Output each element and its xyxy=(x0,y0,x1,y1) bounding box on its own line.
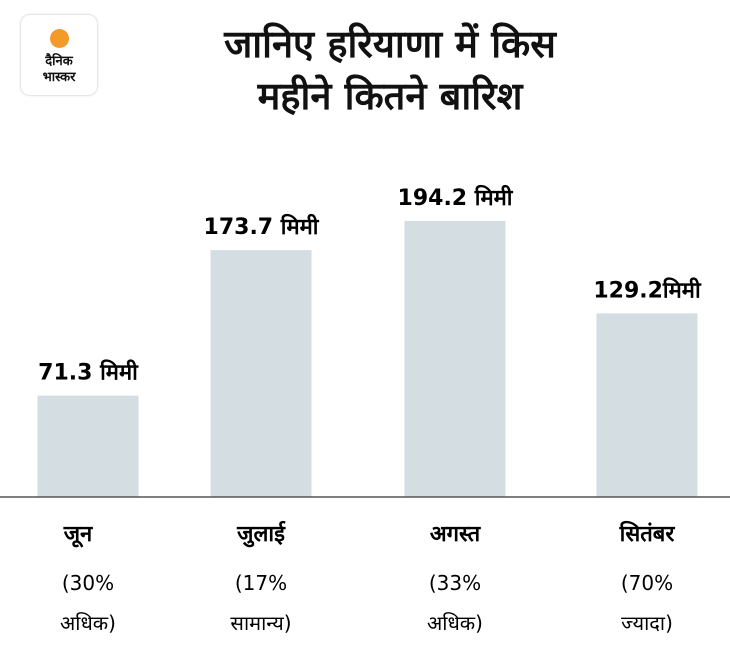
note-line1: (33% xyxy=(429,571,481,595)
bar xyxy=(404,221,506,497)
note-line1: (70% xyxy=(621,571,673,595)
dainik-bhaskar-logo: दैनिक भास्कर xyxy=(20,14,98,96)
note-line1: (30% xyxy=(62,571,114,595)
note-line2: अधिक) xyxy=(60,611,116,635)
title-line2: महीने कितने बारिश xyxy=(257,74,523,118)
logo-line1: दैनिक xyxy=(45,54,73,69)
bar xyxy=(596,313,698,497)
value-label: 194.2 मिमी xyxy=(398,184,514,211)
category-label: अगस्त xyxy=(430,522,482,547)
note-line2: सामान्य) xyxy=(230,611,291,635)
category-label: सितंबर xyxy=(619,520,676,547)
chart-title: जानिए हरियाणा में किस महीने कितने बारिश xyxy=(110,18,670,122)
value-label: 173.7 मिमी xyxy=(204,213,320,240)
bar xyxy=(210,250,312,497)
value-label: 71.3 मिमी xyxy=(38,359,139,386)
category-label: जुलाई xyxy=(236,520,286,548)
category-label: जून xyxy=(63,522,93,548)
note-line2: अधिक) xyxy=(427,611,483,635)
note-line1: (17% xyxy=(235,571,287,595)
title-line1: जानिए हरियाणा में किस xyxy=(224,22,556,66)
logo-line2: भास्कर xyxy=(42,70,76,85)
bar xyxy=(37,395,139,497)
note-line2: ज्यादा) xyxy=(621,611,673,635)
sun-icon xyxy=(50,29,69,48)
value-label: 129.2मिमी xyxy=(593,276,702,303)
